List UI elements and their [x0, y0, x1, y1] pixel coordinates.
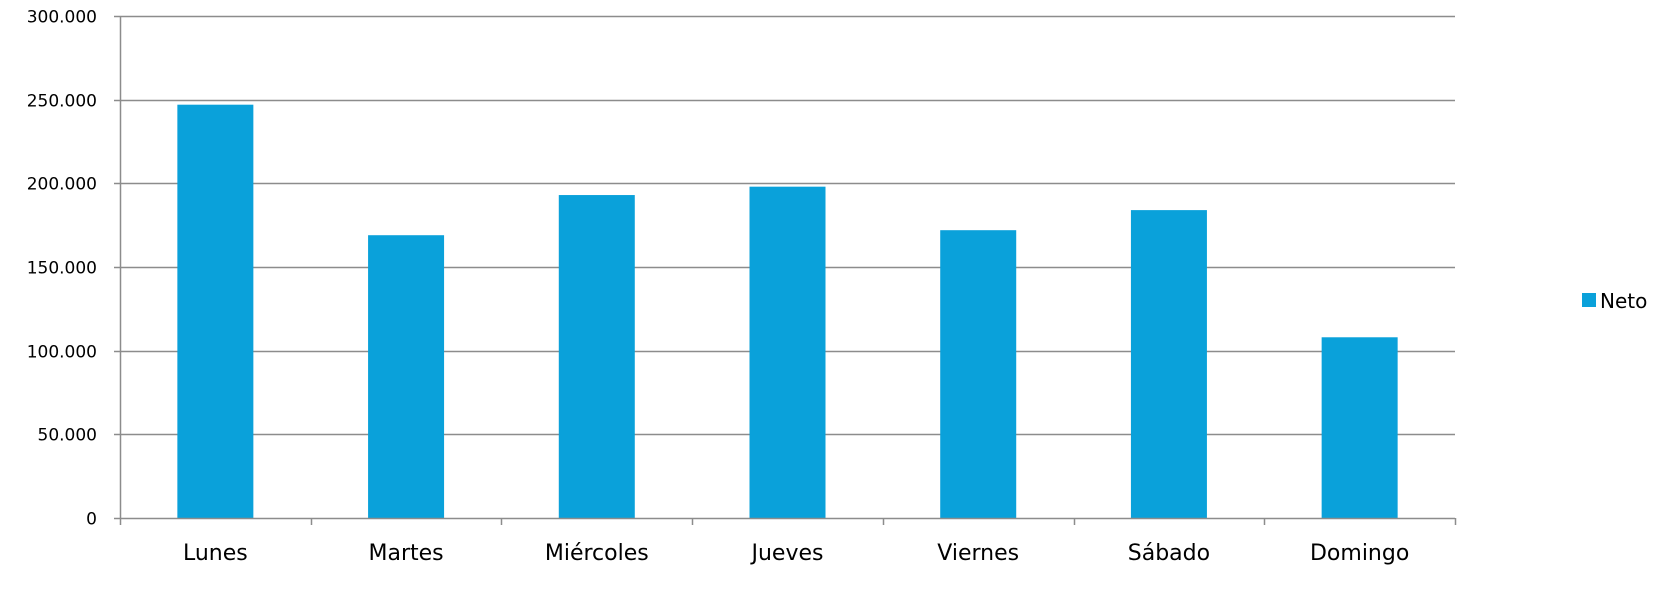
x-category-label: Jueves [750, 541, 824, 566]
y-axis-tick-labels: 0 50.000 100.000 150.000 200.000 250.000 300.0… [27, 8, 97, 530]
x-category-label: Lunes [183, 541, 248, 566]
x-axis-category-labels: Lunes Martes Miércoles Jueves Viernes Sábado D… [183, 541, 1409, 566]
legend-label: Neto [1600, 289, 1647, 313]
legend: Neto [1582, 289, 1647, 313]
bar-jueves [749, 186, 826, 518]
legend-swatch [1582, 293, 1596, 307]
axes [114, 16, 1457, 525]
y-tick-label: 100.000 [27, 343, 97, 363]
bar-lunes [177, 104, 254, 518]
y-tick-label: 200.000 [27, 175, 97, 195]
y-tick-label: 150.000 [27, 259, 97, 279]
x-category-label: Domingo [1310, 541, 1409, 566]
bar-miércoles [558, 195, 635, 518]
bar-viernes [940, 230, 1017, 519]
x-category-label: Martes [369, 541, 444, 566]
x-category-label: Sábado [1128, 541, 1210, 566]
bar-sábado [1130, 210, 1207, 518]
x-category-label: Viernes [937, 541, 1019, 566]
x-category-label: Miércoles [545, 541, 649, 566]
bar-domingo [1321, 337, 1398, 518]
bar-series [177, 104, 1398, 519]
y-tick-label: 50.000 [38, 426, 97, 446]
y-tick-label: 250.000 [27, 92, 97, 112]
y-tick-label: 0 [86, 510, 97, 530]
y-tick-label: 300.000 [27, 8, 97, 28]
bar-martes [368, 235, 445, 518]
